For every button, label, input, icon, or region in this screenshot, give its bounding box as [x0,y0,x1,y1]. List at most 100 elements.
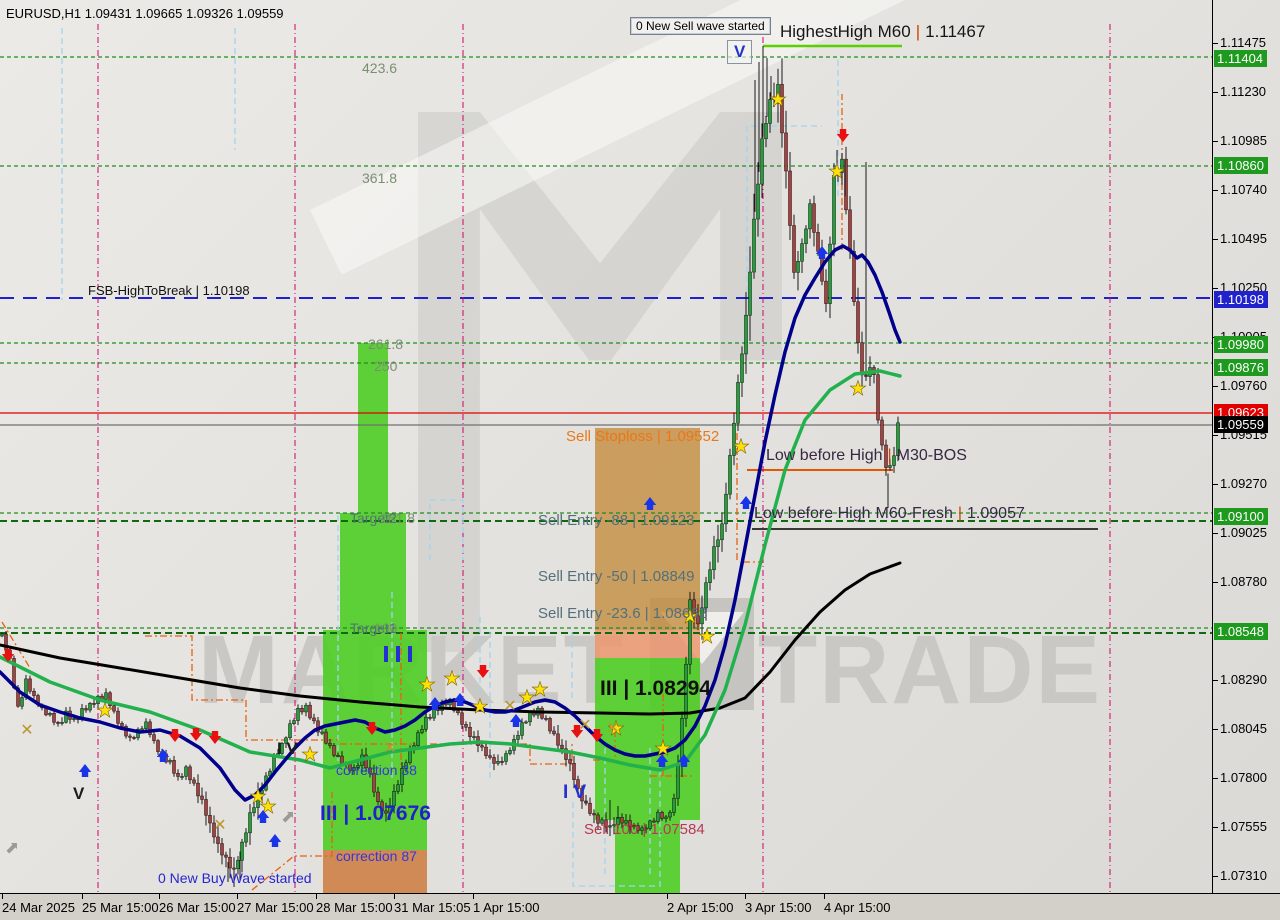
candle-body [336,755,340,757]
trailing-stop-line [430,743,573,765]
candle-body [768,99,772,124]
candle-body [684,663,688,719]
candle-body [604,819,608,828]
candle-body [192,779,196,784]
candle-body [304,704,308,713]
sell-arrow-icon [570,725,584,738]
candle-body [196,782,200,797]
candle-body [672,798,676,813]
candle-body [132,737,136,739]
x-axis-label: 1 Apr 15:00 [473,900,540,915]
candle-body [588,802,592,814]
y-axis-label: 1.07555 [1220,819,1267,834]
candle-body [500,761,504,763]
sell-arrow-icon [189,728,203,741]
price-badge-green: 1.08548 [1214,623,1268,640]
buy-arrow-icon [655,754,669,767]
wave-v-marker-boxed[interactable]: V [727,40,753,64]
candle-body [896,422,900,457]
candle-body [848,209,852,252]
star-signal-icon: ★ [828,159,846,183]
sell-arrow-icon [590,729,604,742]
new-buy-wave-label: 0 New Buy Wave started [158,870,312,886]
candle-body [764,123,768,140]
candle-body [892,455,896,466]
candle-body [488,755,492,758]
candle-body [148,721,152,735]
candle-body [728,455,732,495]
channel-line [429,499,464,560]
target2-label: Target2 [350,510,397,526]
candle-body [420,729,424,733]
sell-entry-88-label: Sell Entry -88 | 1.09123 [538,512,695,529]
candle-body [860,342,864,376]
candle-body [20,697,24,707]
candle-body [736,382,740,424]
candle-body [524,721,528,724]
candle-body [328,742,332,746]
price-badge-green: 1.09100 [1214,508,1268,525]
candle-body [176,772,180,777]
candle-body [756,183,760,220]
y-axis-label: 1.10740 [1220,182,1267,197]
candle-body [400,768,404,785]
candle-body [800,243,804,262]
y-axis-tick [1213,582,1218,583]
y-axis-label: 1.07800 [1220,770,1267,785]
correction-38-label: correction 38 [336,762,417,778]
candle-body [748,271,752,316]
candle-body [796,261,800,273]
candle-body [876,374,880,421]
candle-body [484,746,488,756]
candle-body [236,860,240,870]
correction-87-label: correction 87 [336,848,417,864]
x-axis-tick [745,894,746,899]
candle-body [552,730,556,735]
candle-body [220,843,224,856]
new-sell-wave-label[interactable]: 0 New Sell wave started [630,17,771,35]
candle-body [168,760,172,763]
trailing-stop-line [145,635,340,741]
candle-body [232,867,236,870]
candle-body [832,175,836,245]
sell-arrow-icon [168,729,182,742]
candle-body [372,773,376,793]
price-axis[interactable]: 1.11475 1.11230 1.10985 1.10740 1.10495 1.102… [1212,0,1280,893]
highest-high-price: 1.11467 [925,22,986,41]
y-axis-label: 1.09760 [1220,378,1267,393]
highest-high-label: HighestHigh M60 | 1.11467 [780,22,990,42]
trailing-stop-line [251,792,333,891]
sell-entry-50-label: Sell Entry -50 | 1.08849 [538,568,695,585]
wave-iii-bar [396,646,400,662]
x-axis-tick [237,894,238,899]
ma-fast-blue [0,244,902,802]
candle-body [496,761,500,764]
candle-body [688,599,692,665]
lbh-tag: M60-Fresh [875,505,953,522]
candle-body [32,690,36,696]
candle-body [856,301,860,344]
buy-arrow-icon [156,749,170,762]
y-axis-label: 1.11230 [1220,84,1267,99]
candle-body [356,765,360,768]
candle-body [332,745,336,756]
candle-body [632,825,636,828]
candle-body [120,723,124,727]
candle-body [392,791,396,806]
candle-body [140,728,144,731]
chart-canvas[interactable]: ★★★★★ ★★ ★★★★★★★★★★✕✕✕✕✕ ✕⬈⬈ [0,0,1212,893]
x-axis-tick [2,894,3,899]
candle-body [312,717,316,722]
candle-body [224,854,228,858]
target1-label: Target1 [350,620,397,636]
x-axis-label: 28 Mar 15:00 [316,900,393,915]
candle-body [0,633,4,637]
candle-body [416,732,420,746]
candle-body [84,708,88,711]
candle-body [396,784,400,792]
candle-body [780,84,784,134]
time-axis[interactable]: 24 Mar 2025 25 Mar 15:00 26 Mar 15:00 27 Ma… [0,893,1280,920]
candle-body [592,813,596,816]
candle-body [200,795,204,800]
